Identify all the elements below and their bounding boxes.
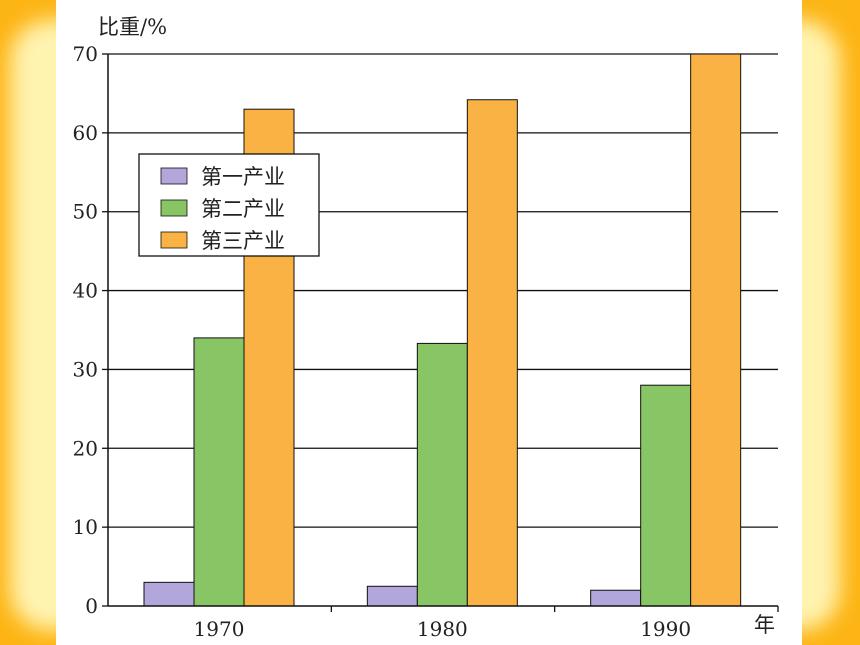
y-tick-label: 0 [85,594,98,618]
legend-label: 第三产业 [201,229,285,253]
legend-swatch [160,231,188,249]
x-tick-label: 1980 [417,617,468,641]
legend-label: 第一产业 [201,165,285,189]
y-tick-label: 60 [73,121,98,145]
legend-label: 第二产业 [201,197,285,221]
y-tick-label: 10 [73,515,98,539]
y-axis-title: 比重/% [98,15,167,39]
x-axis-unit: 年 [754,613,775,637]
bar [640,384,692,607]
bar [416,342,468,607]
y-tick-label: 70 [73,42,98,66]
axes: 0 10 20 30 40 50 60 70 1970 1980 1990 [73,42,779,641]
x-tick-label: 1990 [640,617,691,641]
y-tick-label: 40 [73,279,98,303]
y-tick-label: 30 [73,357,98,381]
bar [366,585,418,607]
bar [143,581,195,607]
x-tick-label: 1970 [194,617,245,641]
y-tick-label: 50 [73,200,98,224]
bar [466,99,518,607]
bar [193,337,245,607]
y-tick-label: 20 [73,436,98,460]
legend-swatch [160,199,188,217]
bar [690,53,742,607]
legend-swatch [160,167,188,185]
bar [590,589,642,607]
bars [143,53,742,607]
